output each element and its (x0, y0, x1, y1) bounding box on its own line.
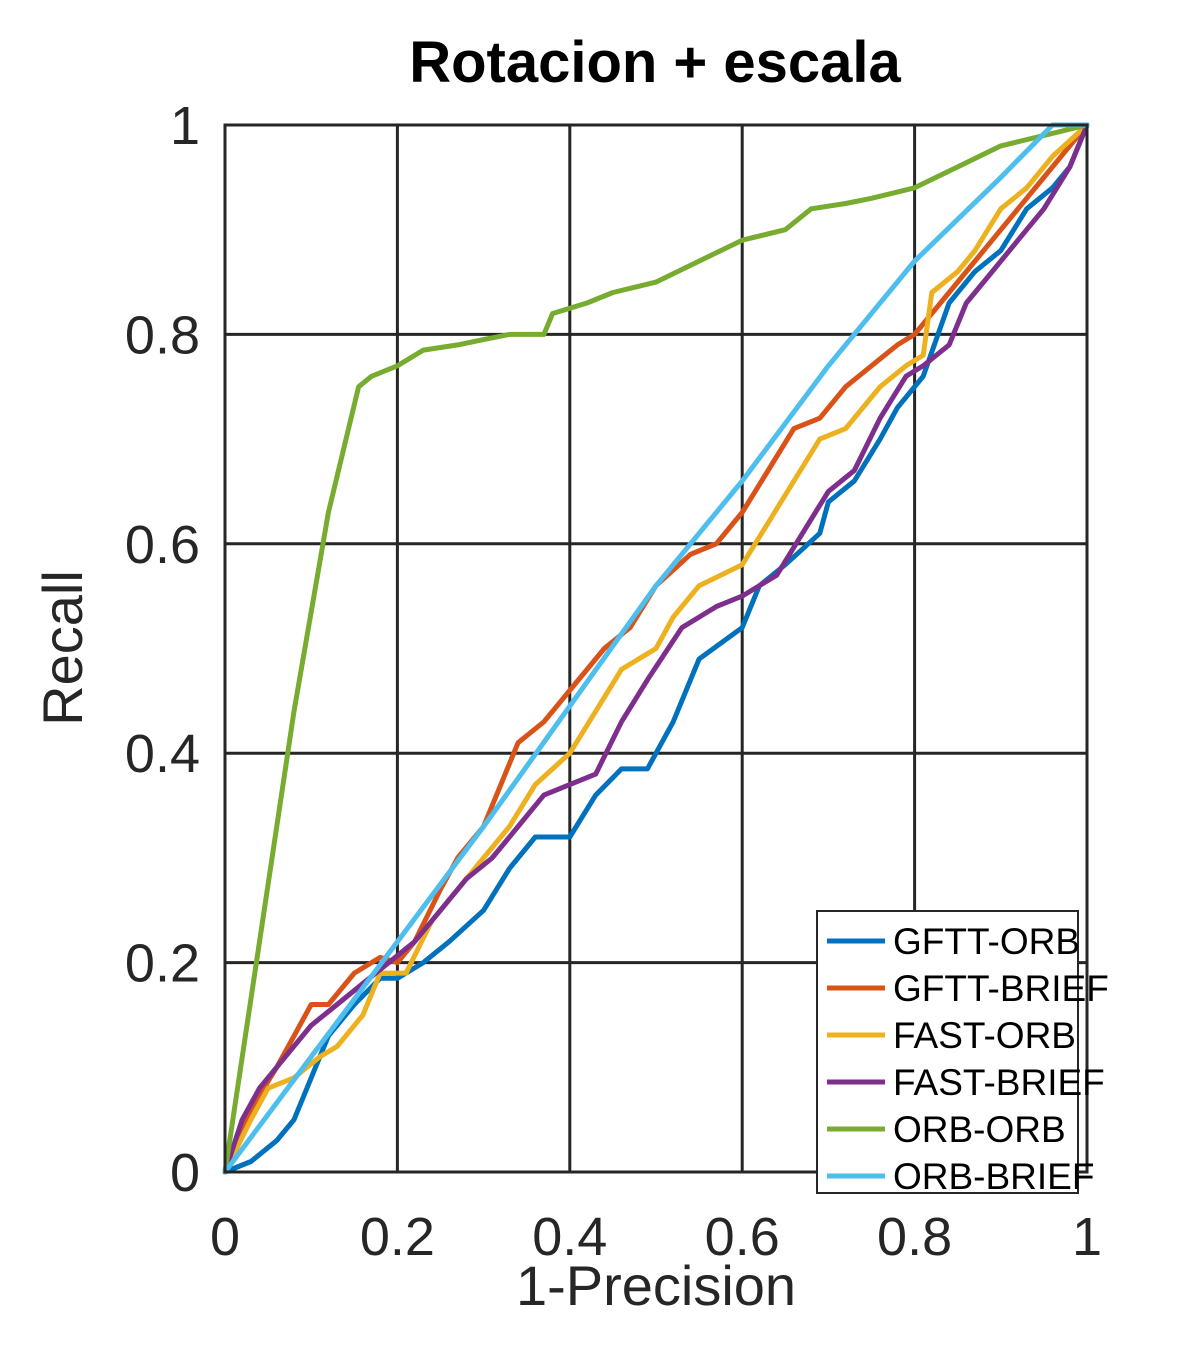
y-tick-label: 0 (170, 1143, 200, 1203)
x-tick-label: 0.4 (532, 1207, 607, 1267)
y-tick-label: 0.6 (125, 515, 200, 575)
series-line-gftt-orb (222, 122, 1090, 1175)
y-axis-label: Recall (31, 570, 94, 726)
legend-label: GFTT-BRIEF (893, 968, 1109, 1009)
y-tick-label: 0.4 (125, 724, 200, 784)
y-tick-label: 0.2 (125, 934, 200, 994)
series-line-orb-brief (222, 122, 1090, 1175)
y-tick-label: 0.8 (125, 305, 200, 365)
legend-label: FAST-BRIEF (893, 1062, 1105, 1103)
tick-labels: 0 0.2 0.4 0.6 0.8 1 0 0.2 0.4 0.6 0.8 1 (125, 96, 1102, 1267)
legend-box (816, 910, 1079, 1194)
x-axis-label: 1-Precision (516, 1254, 796, 1317)
legend-label: GFTT-ORB (893, 921, 1080, 962)
series-line-orb-orb (222, 122, 1090, 1175)
series-line-fast-brief (222, 122, 1090, 1175)
legend: GFTT-ORB GFTT-BRIEF FAST-ORB FAST-BRIEF ORB-… (816, 910, 1109, 1197)
x-tick-label: 0.2 (360, 1207, 435, 1267)
legend-label: FAST-ORB (893, 1015, 1076, 1056)
x-tick-label: 1 (1072, 1207, 1102, 1267)
series-line-fast-orb (222, 122, 1090, 1175)
x-tick-label: 0.6 (705, 1207, 780, 1267)
plot-frame (223, 123, 1089, 1174)
chart-title: Rotacion + escala (409, 30, 901, 95)
legend-label: ORB-BRIEF (893, 1156, 1094, 1197)
y-tick-label: 1 (170, 96, 200, 156)
series-lines (222, 122, 1090, 1175)
x-tick-label: 0.8 (877, 1207, 952, 1267)
x-tick-label: 0 (210, 1207, 240, 1267)
legend-label: ORB-ORB (893, 1109, 1066, 1150)
